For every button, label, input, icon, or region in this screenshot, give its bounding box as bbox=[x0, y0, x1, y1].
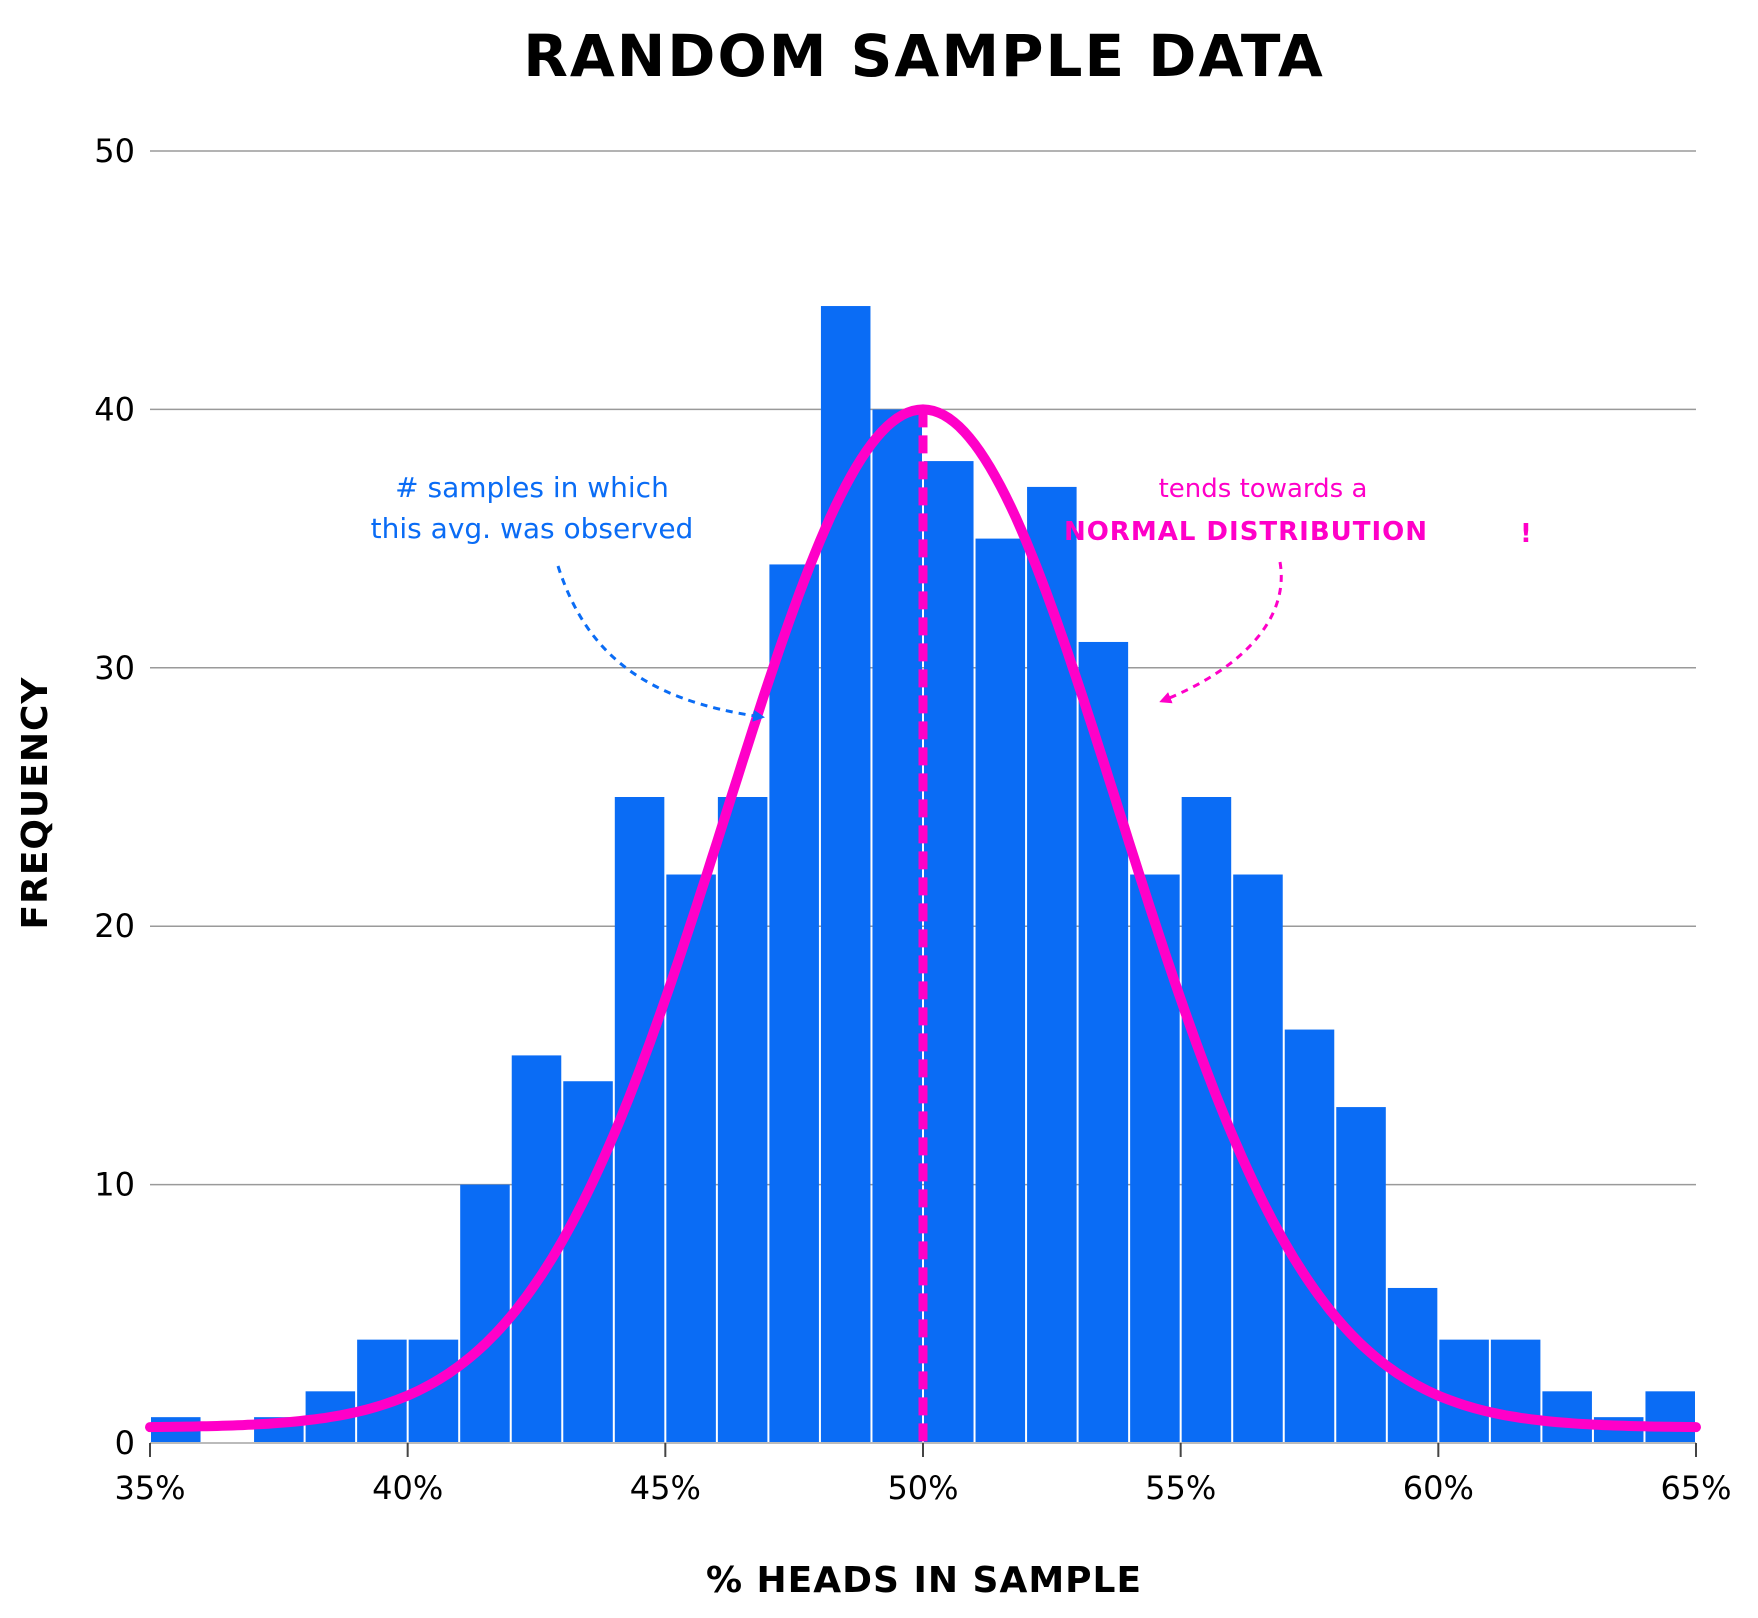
bar bbox=[975, 538, 1026, 1443]
y-tick-label: 0 bbox=[115, 1424, 135, 1462]
pink-annotation-line1: tends towards a bbox=[1159, 474, 1368, 504]
x-tick-label: 50% bbox=[887, 1469, 958, 1507]
x-tick-label: 35% bbox=[114, 1469, 185, 1507]
bar bbox=[357, 1339, 407, 1443]
bar bbox=[1439, 1339, 1489, 1443]
x-axis-ticks: 35% 40% 45% 50% 55% 60% 65% bbox=[114, 1443, 1732, 1507]
y-axis-label: FREQUENCY bbox=[15, 677, 56, 930]
y-tick-label: 20 bbox=[94, 907, 135, 945]
blue-annotation-arrow bbox=[556, 565, 765, 722]
bar bbox=[460, 1184, 510, 1443]
bar bbox=[1027, 486, 1077, 1443]
y-tick-label: 10 bbox=[94, 1166, 135, 1204]
y-tick-label: 50 bbox=[94, 132, 135, 170]
pink-annotation-arrow bbox=[1159, 561, 1283, 704]
pink-annotation-line2: NORMAL DISTRIBUTION bbox=[1064, 517, 1428, 547]
bar bbox=[1645, 1391, 1695, 1443]
y-tick-label: 40 bbox=[94, 390, 135, 428]
chart-title: RANDOM SAMPLE DATA bbox=[523, 22, 1325, 90]
gridlines bbox=[150, 150, 1696, 1186]
bar bbox=[1284, 1029, 1335, 1443]
x-tick-label: 40% bbox=[372, 1469, 443, 1507]
bar bbox=[924, 461, 974, 1444]
y-axis-ticks: 0 10 20 30 40 50 bbox=[94, 132, 135, 1462]
pink-annotation-exclamation: ! bbox=[1520, 519, 1533, 549]
bar bbox=[769, 564, 819, 1443]
x-tick-label: 45% bbox=[630, 1469, 701, 1507]
x-axis-label: % HEADS IN SAMPLE bbox=[706, 1560, 1142, 1601]
x-tick-label: 60% bbox=[1403, 1469, 1474, 1507]
bar bbox=[1336, 1107, 1386, 1443]
bar bbox=[872, 409, 922, 1443]
blue-annotation-line2: this avg. was observed bbox=[371, 512, 694, 545]
bar bbox=[1490, 1339, 1541, 1443]
blue-annotation-line1: # samples in which bbox=[395, 471, 669, 504]
x-tick-label: 55% bbox=[1145, 1469, 1216, 1507]
x-tick-label: 65% bbox=[1660, 1469, 1731, 1507]
bar bbox=[563, 1081, 613, 1443]
bar bbox=[1387, 1287, 1438, 1443]
bar bbox=[717, 797, 768, 1443]
bars bbox=[151, 306, 1695, 1444]
y-tick-label: 30 bbox=[94, 649, 135, 687]
